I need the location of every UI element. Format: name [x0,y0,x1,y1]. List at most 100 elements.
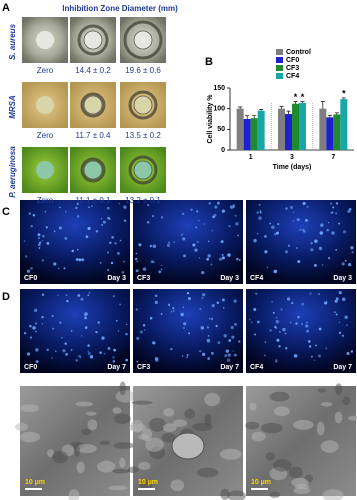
error-bar [293,101,298,104]
cell-dot [234,214,237,217]
cell-dot [269,222,272,225]
cell-dot [200,326,205,330]
cell-dot [335,297,339,301]
cell-dot [207,334,210,337]
y-tick-label: 100 [213,106,225,113]
x-axis-label: Time (days) [273,164,312,171]
organism-label: S. aureus [8,23,17,60]
sem-texture [85,411,97,416]
legend-label: CF3 [286,65,299,72]
disc [133,30,153,50]
panel-label: D [2,291,10,303]
cell-dot [195,210,199,213]
cell-dot [344,315,348,320]
cell-dot [76,215,80,218]
cell-dot [292,211,295,214]
cell-dot [313,263,317,267]
sem-texture [141,428,153,442]
cell-dot [208,202,211,205]
cell-dot [152,341,156,345]
cell-dot [216,201,220,205]
cell-dot [324,301,328,305]
cell-dot [201,270,205,275]
cell-dot [75,258,79,261]
cell-dot [126,323,128,326]
cell-dot [350,350,354,353]
cell-dot [275,360,278,363]
cell-dot [259,210,262,213]
cell-dot [341,262,345,266]
cell-dot [182,306,185,308]
cell-dot [289,205,294,209]
x-tick-label: 3 [290,154,294,161]
cell-dot [135,269,139,273]
error-bar [286,110,291,115]
sem-texture [112,468,130,474]
fluorescence-image [133,200,243,284]
cell-dot [227,353,232,357]
cell-dot [253,238,257,243]
sem-texture [138,461,151,470]
cell-dot [287,245,290,247]
cell-dot [95,230,99,233]
day-label: Day 7 [333,364,352,371]
disc [83,95,103,115]
sem-texture [260,422,283,434]
cell-dot [347,209,351,213]
legend-swatch [276,49,283,55]
cell-dot [216,301,220,305]
cell-dot [183,254,187,258]
cell-dot [160,264,162,267]
cell-dot [111,235,115,239]
cell-dot [172,309,175,312]
cell-dot [99,262,102,264]
cell-dot [255,292,258,295]
sem-texture [119,381,126,396]
cell-dot [78,258,82,262]
sem-texture [172,419,188,427]
cell-dot [251,321,253,323]
fluorescence-image [20,289,130,373]
sem-texture [112,407,122,414]
sem-texture [292,419,314,430]
cell-dot [330,212,332,214]
cell-dot [107,269,110,271]
cell-dot [61,337,63,339]
sem-texture [15,423,29,431]
cell-dot [53,230,56,233]
sem-texture [161,432,176,443]
bar [257,110,265,150]
cell-dot [24,255,28,258]
zone-label: Zero [37,66,54,75]
cell-dot [335,212,338,215]
cell-dot [201,297,204,299]
cell-dot [319,231,323,235]
cell-dot [325,347,328,350]
disc [36,31,54,49]
cell-dot [221,298,225,302]
cell-dot [331,231,335,235]
cell-dot [320,223,324,227]
cell-dot [335,313,338,316]
y-tick-label: 50 [217,126,225,133]
cell-dot [119,240,121,242]
cell-dot [149,244,152,248]
cell-dot [29,336,33,339]
cell-dot [53,262,57,266]
photos [15,17,357,500]
cell-dot [199,350,202,353]
significance: * [301,92,305,102]
sample-label: CF4 [250,364,263,371]
cell-dot [154,294,158,298]
sem-texture [87,419,98,431]
significance: * [294,92,298,102]
cell-dot [254,333,257,336]
cell-dot [55,350,57,352]
inhibition-title: Inhibition Zone Diameter (mm) [62,4,178,13]
cell-dot [228,339,232,342]
cell-dot [41,234,45,238]
sem-texture [204,392,221,407]
cell-dot [101,223,104,226]
disc [36,96,54,114]
sem-texture [269,491,281,498]
